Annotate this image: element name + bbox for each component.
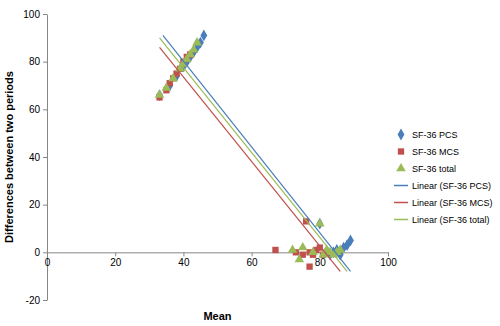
point [298,242,308,250]
legend-swatch [398,148,404,154]
legend-swatch [396,163,406,171]
y-tick: 100 [23,9,47,20]
y-tick-mark [43,252,47,253]
legend-item: Linear (SF-36 MCS) [394,198,493,208]
y-tick-label: 40 [29,152,41,163]
y-tick-mark [43,109,47,110]
y-tick: -20 [26,295,47,306]
legend-swatch [394,219,408,221]
y-tick: 60 [29,104,47,115]
y-tick-label: 100 [23,9,40,20]
trend-line [160,38,348,272]
series [156,51,329,269]
legend-label: Linear (SF-36 MCS) [412,198,493,208]
legend: SF-36 PCS SF-36 MCS SF-36 total Linear (SF-… [394,129,493,225]
series [160,38,348,272]
point [308,247,318,255]
x-tick-label: 100 [380,257,397,268]
legend-label: Linear (SF-36 total) [412,215,490,225]
y-tick-label: 0 [34,247,40,258]
legend-swatch [398,129,405,141]
x-tick: 60 [247,252,259,268]
y-tick-label: -20 [26,295,41,306]
point [288,244,298,252]
point [162,82,172,90]
x-tick-mark [388,252,389,256]
point [168,73,178,81]
x-tick-mark [115,252,116,256]
y-tick-mark [43,205,47,206]
x-tick-label: 60 [247,257,259,268]
point [155,89,165,97]
legend-swatch [394,185,408,187]
y-tick-mark [43,14,47,15]
x-tick-label: 80 [315,257,327,268]
y-tick-mark [43,157,47,158]
x-tick: 20 [110,252,122,268]
legend-item: SF-36 total [396,163,456,174]
x-tick-label: 0 [45,257,51,268]
y-tick-mark [43,62,47,63]
point [306,263,312,269]
x-tick: 40 [178,252,190,268]
x-tick-mark [252,252,253,256]
y-tick-label: 60 [29,104,41,115]
plot-area [155,30,354,272]
point [200,30,207,42]
trend-line [160,47,341,271]
legend-label: SF-36 PCS [412,130,458,140]
point [295,254,305,262]
point [347,235,354,247]
y-tick-label: 20 [29,199,41,210]
y-axis-title: Differences between two periods [3,71,15,243]
legend-swatch [394,202,408,204]
series [160,47,341,271]
x-tick: 0 [45,252,51,268]
point [189,44,199,52]
legend-label: Linear (SF-36 PCS) [412,181,491,191]
legend-label: SF-36 MCS [412,147,459,157]
legend-item: Linear (SF-36 PCS) [394,181,491,191]
point [272,247,278,253]
x-axis: 0 20 40 60 80 100 [45,252,398,268]
y-tick: 40 [29,152,47,163]
point [335,244,345,252]
series [163,35,351,271]
y-tick-mark [43,300,47,301]
x-axis-title: Mean [203,310,231,322]
trend-line [163,35,351,271]
point [192,37,202,45]
legend-item: SF-36 MCS [398,147,459,157]
y-tick: 20 [29,199,47,210]
y-tick: 80 [29,56,47,67]
legend-item: Linear (SF-36 total) [394,215,490,225]
y-tick-label: 80 [29,56,41,67]
chart: -20 0 20 40 60 80 100 0 20 40 60 80 100 Mean Differenc… [0,0,500,326]
legend-label: SF-36 total [412,164,456,174]
y-tick: 0 [34,247,47,258]
legend-item: SF-36 PCS [398,129,458,141]
x-tick-mark [47,252,48,256]
x-tick-label: 20 [110,257,122,268]
point [315,218,325,226]
x-tick-mark [183,252,184,256]
x-tick: 100 [380,252,397,268]
x-tick-label: 40 [178,257,190,268]
